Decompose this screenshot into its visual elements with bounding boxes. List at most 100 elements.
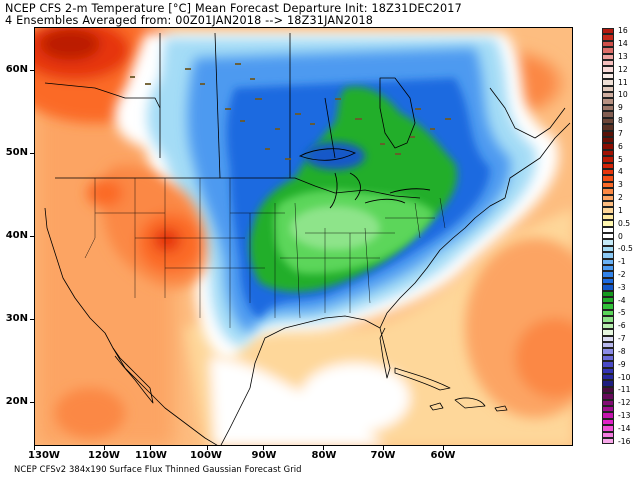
colorbar-tick-label: 2 — [618, 193, 623, 202]
lon-tick — [443, 446, 444, 450]
colorbar-tick-label: 13 — [618, 51, 628, 61]
lon-tick — [150, 446, 151, 450]
colorbar-tick-label: -1 — [618, 257, 626, 267]
colorbar-tick-label: -11 — [618, 385, 631, 395]
colorbar-swatch — [602, 104, 614, 112]
colorbar-tick-label: 3 — [618, 180, 623, 190]
colorbar-swatch — [602, 309, 614, 317]
lon-label-130w: 130W — [28, 450, 60, 461]
lon-label-60w: 60W — [430, 450, 456, 461]
colorbar-swatch — [602, 431, 614, 438]
colorbar-tick-label: 11 — [618, 77, 628, 87]
colorbar-swatch — [602, 373, 614, 381]
colorbar-tick-label: 5 — [618, 154, 623, 164]
lon-label-70w: 70W — [370, 450, 396, 461]
colorbar-swatch — [602, 405, 614, 413]
lon-tick — [323, 446, 324, 450]
lat-tick — [30, 153, 34, 154]
lat-label-20n: 20N — [5, 396, 28, 407]
lat-tick — [30, 319, 34, 320]
colorbar-swatch — [602, 386, 614, 394]
colorbar-swatch — [602, 117, 614, 125]
colorbar-tick-label: -3 — [618, 282, 626, 292]
colorbar-swatch — [602, 412, 614, 419]
colorbar-tick-label: 0.5 — [618, 218, 631, 228]
colorbar-swatch — [602, 399, 614, 406]
colorbar-swatch — [602, 162, 614, 169]
lon-tick — [207, 446, 208, 450]
colorbar-swatch — [602, 136, 614, 144]
colorbar-swatch — [602, 361, 614, 368]
lon-tick — [263, 446, 264, 450]
colorbar-tick-label: 1 — [618, 205, 623, 215]
colorbar-swatch — [602, 143, 614, 150]
colorbar-tick-label: 10 — [618, 90, 628, 100]
colorbar-swatch — [602, 252, 614, 259]
colorbar-swatch — [602, 213, 614, 221]
colorbar-tick-label: -9 — [618, 359, 626, 369]
colorbar-swatch — [602, 40, 614, 48]
colorbar-swatch — [602, 28, 614, 35]
colorbar — [602, 28, 614, 445]
colorbar-swatch — [602, 271, 614, 278]
lon-label-120w: 120W — [88, 450, 120, 461]
colorbar-swatch — [602, 226, 614, 233]
colorbar-tick-label: 9 — [618, 103, 623, 113]
colorbar-swatch — [602, 175, 614, 182]
colorbar-swatch — [602, 297, 614, 304]
colorbar-tick-label: -14 — [618, 423, 631, 433]
anomaly-map — [34, 27, 573, 446]
colorbar-tick-label: 4 — [618, 167, 623, 177]
colorbar-tick-label: -16 — [618, 436, 631, 446]
colorbar-swatch — [602, 335, 614, 342]
colorbar-swatch — [602, 233, 614, 240]
lat-label-40n: 40N — [5, 230, 28, 241]
colorbar-swatch — [602, 341, 614, 349]
colorbar-tick-label: -10 — [618, 372, 631, 382]
lat-label-60n: 60N — [5, 64, 28, 75]
chart-title-line1: NCEP CFS 2-m Temperature [°C] Mean Forec… — [5, 2, 462, 15]
colorbar-swatch — [602, 348, 614, 355]
colorbar-swatch — [602, 79, 614, 86]
colorbar-tick-label: -8 — [618, 346, 626, 356]
colorbar-swatch — [602, 156, 614, 163]
lat-tick — [30, 236, 34, 237]
colorbar-swatch — [602, 34, 614, 41]
colorbar-tick-label: -13 — [618, 411, 631, 421]
colorbar-tick-label: -7 — [618, 334, 626, 344]
colorbar-tick-label: 14 — [618, 39, 628, 49]
colorbar-tick-label: 12 — [618, 64, 628, 74]
lon-tick — [383, 446, 384, 450]
colorbar-swatch — [602, 329, 614, 336]
colorbar-swatch — [602, 239, 614, 246]
colorbar-swatch — [602, 92, 614, 99]
colorbar-swatch — [602, 130, 614, 137]
colorbar-tick-label: -12 — [618, 398, 631, 408]
colorbar-swatch — [602, 393, 614, 400]
colorbar-swatch — [602, 98, 614, 105]
lat-label-50n: 50N — [5, 147, 28, 158]
colorbar-tick-label: 7 — [618, 128, 623, 138]
colorbar-swatch — [602, 303, 614, 310]
colorbar-swatch — [602, 284, 614, 291]
lon-label-110w: 110W — [135, 450, 167, 461]
colorbar-tick-label: -2 — [618, 269, 626, 279]
colorbar-swatch — [602, 316, 614, 323]
colorbar-swatch — [602, 53, 614, 61]
colorbar-swatch — [602, 258, 614, 266]
colorbar-swatch — [602, 194, 614, 201]
colorbar-swatch — [602, 290, 614, 298]
lon-label-100w: 100W — [190, 450, 222, 461]
lat-label-30n: 30N — [5, 313, 28, 324]
lat-tick — [30, 70, 34, 71]
colorbar-swatch — [602, 124, 614, 131]
colorbar-swatch — [602, 181, 614, 189]
colorbar-swatch — [602, 60, 614, 67]
grid-footnote: NCEP CFSv2 384x190 Surface Flux Thinned … — [14, 464, 302, 474]
lon-label-90w: 90W — [251, 450, 277, 461]
colorbar-swatch — [602, 72, 614, 80]
colorbar-tick-label: 8 — [618, 116, 623, 126]
colorbar-swatch — [602, 418, 614, 426]
colorbar-tick-label: 0 — [618, 231, 623, 241]
colorbar-swatch — [602, 354, 614, 362]
